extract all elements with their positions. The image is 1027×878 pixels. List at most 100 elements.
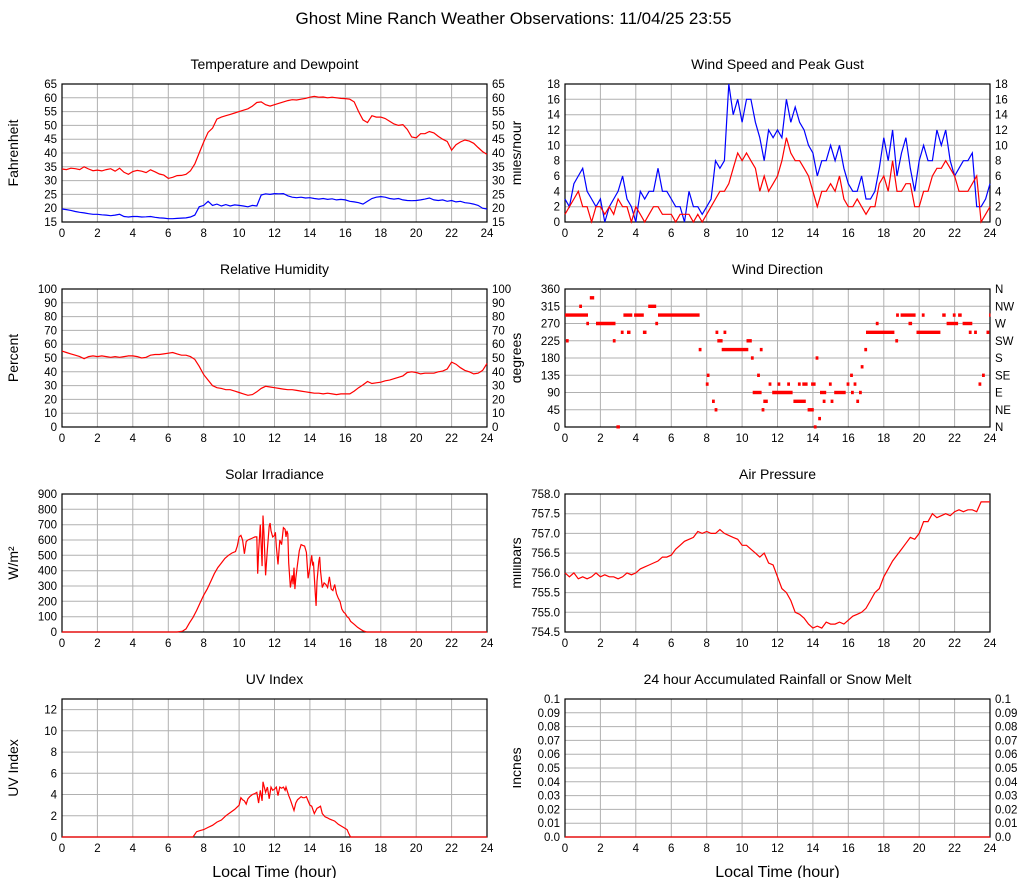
svg-text:757.0: 757.0 (531, 528, 560, 540)
chart-uv-index: 0 2 4 6 8 10 12 14 16 18 20 22 24 0 2 4 6 8 10 12 UV Index UV… (0, 667, 513, 878)
svg-text:6: 6 (165, 228, 171, 240)
svg-text:0.07: 0.07 (538, 735, 560, 747)
svg-text:14: 14 (304, 638, 317, 650)
svg-text:90: 90 (492, 298, 505, 310)
svg-text:4: 4 (51, 790, 58, 802)
svg-text:300: 300 (38, 581, 57, 593)
svg-text:8: 8 (995, 156, 1001, 168)
chart-rainfall: 0 2 4 6 8 10 12 14 16 18 20 22 24 0.0 0.0 0.01 0.01 0.02 0… (508, 667, 1027, 878)
svg-text:360: 360 (541, 284, 560, 296)
svg-text:45: 45 (492, 134, 505, 146)
svg-text:6: 6 (51, 768, 57, 780)
svg-text:6: 6 (668, 843, 674, 855)
svg-text:14: 14 (807, 433, 820, 445)
svg-text:12: 12 (771, 638, 784, 650)
svg-text:4: 4 (633, 228, 640, 240)
uv_index-title: UV Index (246, 671, 304, 687)
svg-text:8: 8 (703, 228, 709, 240)
svg-text:18: 18 (877, 638, 890, 650)
svg-text:12: 12 (547, 125, 560, 137)
svg-text:20: 20 (44, 394, 57, 406)
svg-text:65: 65 (44, 79, 57, 91)
svg-text:4: 4 (633, 638, 640, 650)
solar_irradiance-plot-border (61, 493, 488, 633)
svg-text:16: 16 (842, 433, 855, 445)
rainfall-svg: 0 2 4 6 8 10 12 14 16 18 20 22 240.0 0.00.01 0.010.02 0… (508, 671, 1018, 878)
chart-temperature-dewpoint: 0 2 4 6 8 10 12 14 16 18 20 22 24 15 15 20 20 25 25 30 30 35 3… (0, 52, 513, 257)
wind_speed_gust-title: Wind Speed and Peak Gust (691, 56, 864, 72)
svg-text:14: 14 (547, 110, 560, 122)
svg-text:12: 12 (268, 228, 281, 240)
svg-text:4: 4 (130, 843, 137, 855)
svg-text:200: 200 (38, 596, 57, 608)
air_pressure-pressure-line (564, 501, 990, 629)
svg-text:0.08: 0.08 (538, 722, 560, 734)
relative_humidity-ylabel: Percent (5, 334, 21, 382)
svg-text:2: 2 (597, 228, 603, 240)
svg-text:24: 24 (481, 433, 494, 445)
svg-text:0.06: 0.06 (995, 749, 1017, 761)
svg-text:135: 135 (541, 370, 560, 382)
svg-text:14: 14 (304, 228, 317, 240)
air_pressure-title: Air Pressure (739, 466, 816, 482)
svg-text:12: 12 (268, 843, 281, 855)
svg-text:4: 4 (554, 186, 561, 198)
svg-text:10: 10 (547, 140, 560, 152)
svg-text:0.08: 0.08 (995, 722, 1017, 734)
svg-text:6: 6 (668, 638, 674, 650)
svg-text:400: 400 (38, 566, 57, 578)
svg-text:16: 16 (339, 638, 352, 650)
svg-text:0.0: 0.0 (544, 832, 560, 844)
charts-grid: 0 2 4 6 8 10 12 14 16 18 20 22 24 15 15 20 20 25 25 30 30 35 3… (0, 52, 1027, 878)
svg-text:800: 800 (38, 504, 57, 516)
svg-text:0: 0 (554, 422, 560, 434)
svg-text:4: 4 (633, 433, 640, 445)
svg-text:500: 500 (38, 550, 57, 562)
svg-text:30: 30 (44, 176, 57, 188)
svg-text:22: 22 (445, 228, 458, 240)
relative_humidity-title: Relative Humidity (220, 261, 329, 277)
svg-text:0.06: 0.06 (538, 749, 560, 761)
air_pressure-plot-border (564, 493, 991, 633)
temperature_dewpoint-plot-border (61, 83, 488, 223)
svg-text:NE: NE (995, 405, 1011, 417)
svg-text:24: 24 (481, 228, 494, 240)
svg-text:14: 14 (807, 638, 820, 650)
svg-text:20: 20 (913, 638, 926, 650)
wind_speed_gust-plot-border (564, 83, 991, 223)
svg-text:20: 20 (410, 228, 423, 240)
svg-text:0.1: 0.1 (544, 694, 560, 706)
rainfall-title: 24 hour Accumulated Rainfall or Snow Mel… (644, 671, 912, 687)
svg-text:10: 10 (995, 140, 1008, 152)
wind_speed_gust-peak_gust-line (564, 83, 991, 223)
svg-text:20: 20 (410, 843, 423, 855)
svg-text:0: 0 (562, 843, 568, 855)
relative_humidity-plot-border (61, 288, 488, 428)
svg-text:24: 24 (984, 433, 997, 445)
svg-text:70: 70 (492, 325, 505, 337)
svg-text:0: 0 (995, 217, 1001, 229)
air_pressure-svg: 0 2 4 6 8 10 12 14 16 18 20 22 24754.5755.0755.5756.… (508, 466, 997, 650)
solar_irradiance-svg: 0 2 4 6 8 10 12 14 16 18 20 22 240100200300400500600… (5, 466, 494, 650)
svg-text:8: 8 (51, 747, 57, 759)
svg-text:2: 2 (995, 202, 1001, 214)
svg-text:40: 40 (44, 367, 57, 379)
svg-text:16: 16 (842, 843, 855, 855)
svg-text:0.03: 0.03 (995, 791, 1017, 803)
svg-text:8: 8 (200, 638, 206, 650)
svg-text:757.5: 757.5 (531, 509, 560, 521)
temperature_dewpoint-dewpoint-line (61, 192, 488, 220)
uv_index-ylabel: UV Index (5, 739, 21, 797)
svg-text:14: 14 (807, 843, 820, 855)
svg-text:8: 8 (200, 228, 206, 240)
svg-text:45: 45 (547, 405, 560, 417)
svg-text:24: 24 (481, 843, 494, 855)
svg-text:10: 10 (736, 433, 749, 445)
svg-text:55: 55 (44, 107, 57, 119)
svg-text:8: 8 (703, 433, 709, 445)
chart-solar-irradiance: 0 2 4 6 8 10 12 14 16 18 20 22 24 0 100 200 300 400 500 600… (0, 462, 513, 667)
